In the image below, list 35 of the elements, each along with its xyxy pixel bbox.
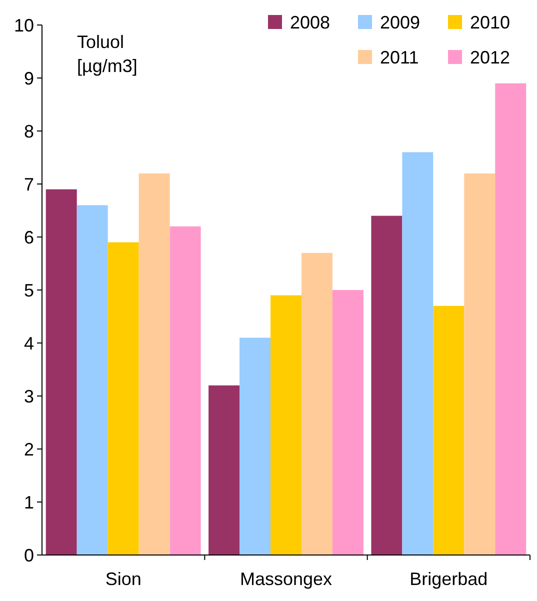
y-tick-label: 5 [24, 280, 34, 300]
legend-label: 2009 [380, 12, 420, 32]
y-axis-title: Toluol [µg/m3] [77, 32, 138, 76]
x-tick-label: Brigerbad [410, 569, 488, 589]
legend-label: 2008 [290, 12, 330, 32]
y-tick-label: 3 [24, 386, 34, 406]
bar [433, 306, 464, 555]
bar [495, 83, 526, 555]
legend-label: 2011 [380, 47, 419, 68]
x-tick-label: Massongex [240, 569, 332, 589]
bar [138, 173, 170, 555]
y-tick-label: 2 [24, 439, 34, 460]
y-tick-label: 1 [24, 492, 34, 512]
bar [402, 152, 434, 555]
bar [332, 290, 364, 555]
bar [270, 295, 302, 555]
legend-label: 2010 [470, 12, 510, 32]
legend-label: 2012 [470, 47, 510, 68]
bar [464, 173, 496, 555]
x-tick-label: Sion [105, 569, 142, 589]
bar [208, 385, 240, 555]
bar [170, 226, 201, 555]
y-tick-label: 9 [24, 68, 34, 88]
bar [76, 205, 108, 555]
y-tick-label: 6 [24, 227, 34, 248]
bar [371, 216, 402, 555]
y-tick-label: 8 [24, 121, 34, 142]
bar [301, 252, 332, 555]
y-tick-label: 4 [24, 333, 34, 354]
y-tick-label: 7 [24, 174, 34, 194]
bar [46, 189, 77, 555]
bar [240, 338, 271, 555]
bar [108, 242, 139, 555]
y-tick-label: 10 [14, 15, 34, 36]
y-tick-label: 0 [24, 545, 34, 566]
